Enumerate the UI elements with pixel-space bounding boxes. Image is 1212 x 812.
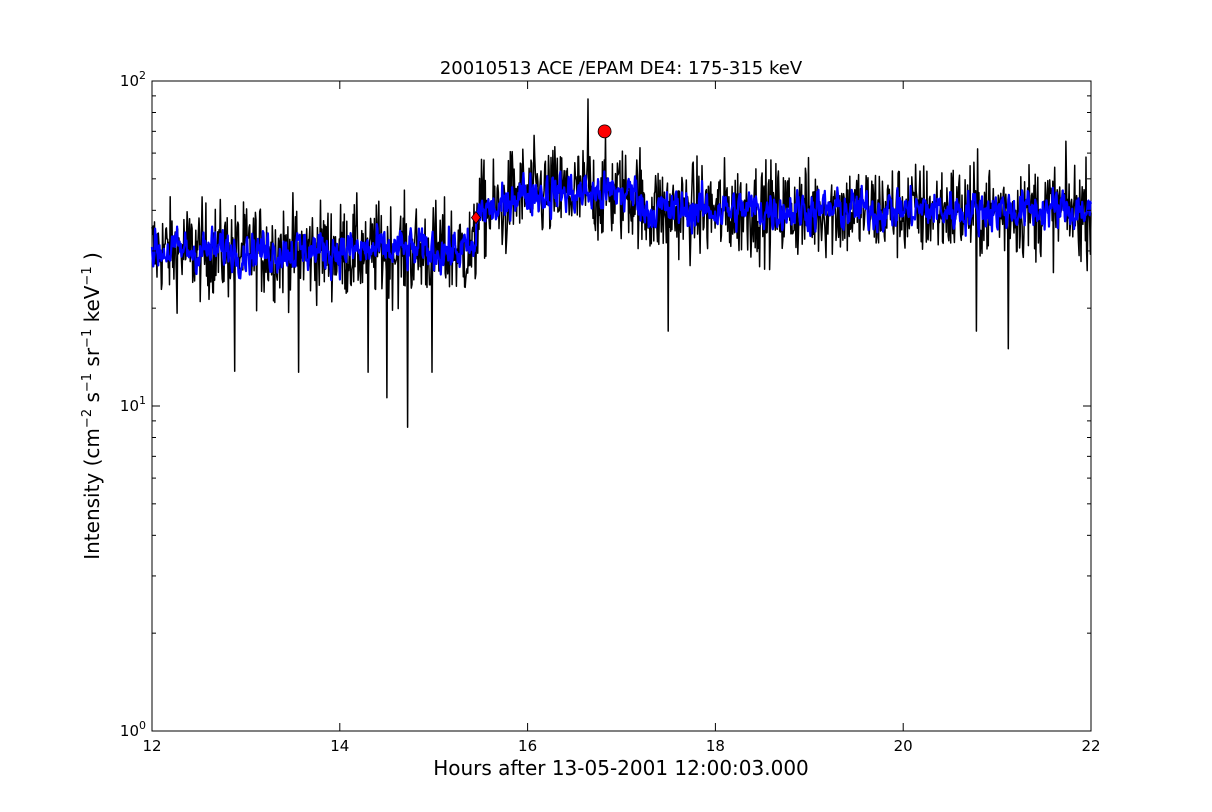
x-tick-label: 12 — [142, 737, 161, 755]
x-tick-label: 14 — [330, 737, 349, 755]
x-tick-label: 22 — [1081, 737, 1100, 755]
y-axis-title-suffix: ) — [80, 252, 104, 266]
onset-marker — [470, 210, 481, 225]
y-axis-title-sup: −1 — [80, 266, 95, 285]
y-axis-title-part: keV — [80, 285, 104, 329]
x-tick-label: 20 — [894, 737, 913, 755]
y-tick-label: 100 — [120, 719, 146, 740]
y-axis-title-part: sr — [80, 347, 104, 373]
chart-title: 20010513 ACE /EPAM DE4: 175-315 keV — [440, 58, 803, 79]
y-axis-title-sup: −1 — [80, 373, 95, 392]
x-tick-label: 16 — [518, 737, 537, 755]
y-axis-title-sup: −2 — [80, 409, 95, 428]
peak-marker — [597, 124, 612, 139]
y-tick-label: 102 — [120, 69, 146, 90]
y-axis-title-part: s — [80, 392, 104, 409]
x-axis-title: Hours after 13-05-2001 12:00:03.000 — [433, 756, 809, 780]
smoothed-intensity-line — [150, 170, 1093, 282]
y-axis-title: Intensity (cm−2 s−1 sr−1 keV−1 ) — [80, 252, 104, 560]
y-axis-title-sup: −1 — [80, 329, 95, 348]
x-tick-label: 18 — [706, 737, 725, 755]
y-tick-label: 101 — [120, 394, 146, 415]
y-axis-title-prefix: Intensity (cm — [80, 428, 104, 560]
